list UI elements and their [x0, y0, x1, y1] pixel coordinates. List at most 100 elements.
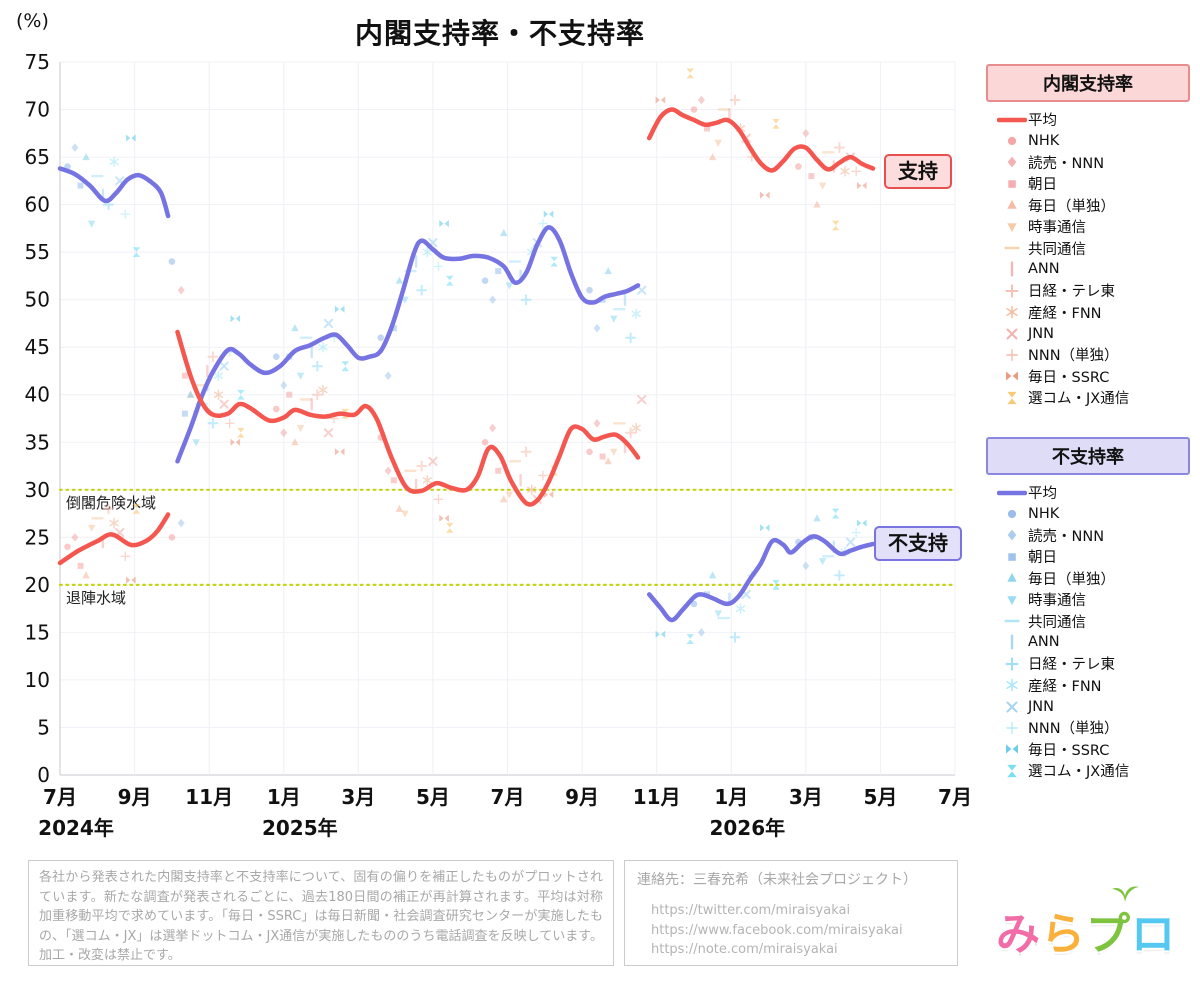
legend-item: 共同通信 [996, 237, 1190, 258]
scatter-disapproval [714, 610, 722, 618]
scatter-disapproval [416, 284, 428, 296]
average-line-approval [57, 512, 171, 566]
contact-line: 連絡先：三春充希（未来社会プロジェクト） [637, 872, 917, 888]
legend-symbol [1007, 573, 1017, 582]
y-tick-label: 35 [25, 430, 50, 454]
scatter-disapproval [550, 256, 558, 267]
legend-disapproval-items: 平均 NHK 読売・NNN 朝日 毎日（単独） 時事通信 共同通信 ANN 日経・テレ東 産経・F… [986, 475, 1190, 781]
logo-text: みらプロ [982, 898, 1190, 962]
scatter-disapproval [439, 220, 449, 228]
y-tick-label: 60 [25, 193, 50, 217]
asterisk-icon [996, 677, 1028, 693]
scatter-disapproval [445, 275, 454, 286]
scatter-approval [280, 428, 288, 438]
scatter-disapproval [489, 295, 497, 304]
average-line-approval [646, 107, 876, 173]
scatter-approval [704, 125, 710, 132]
scatter-disapproval [760, 524, 770, 532]
scatter-disapproval [177, 518, 185, 528]
logo-char: み [996, 909, 1041, 960]
scatter-approval [103, 503, 114, 515]
legend-symbol [1007, 764, 1017, 777]
legend-item-label: 読売・NNN [1028, 528, 1105, 545]
scatter-disapproval [82, 152, 90, 161]
scatter-disapproval [593, 323, 601, 333]
legend-item-label: 平均 [1028, 113, 1057, 130]
average-line-approval [175, 329, 641, 507]
scatter-disapproval [230, 315, 241, 323]
legend-symbol [1006, 744, 1018, 754]
legend-item-label: 産経・FNN [1028, 678, 1102, 695]
scatter-approval [311, 389, 323, 401]
legend-approval-title: 内閣支持率 [986, 64, 1190, 102]
legend-item-label: NNN（単独） [1028, 348, 1119, 365]
legend-item: 毎日（単独） [996, 568, 1190, 589]
legend-item-label: ANN [1028, 634, 1060, 651]
scatter-approval [224, 418, 235, 429]
scatter-approval [132, 503, 141, 514]
scatter-disapproval [219, 361, 229, 371]
scatter-approval [481, 439, 489, 446]
scatter-disapproval [505, 282, 514, 290]
scatter-approval [87, 524, 96, 532]
legend-symbol [1007, 136, 1017, 146]
scatter-approval [126, 576, 136, 584]
legend-symbol [1006, 722, 1018, 734]
legend-item-label: NHK [1028, 506, 1060, 523]
average-line-disapproval [175, 225, 641, 464]
scatter-approval [433, 494, 444, 505]
legend-item-label: JNN [1028, 325, 1054, 342]
threshold-label: 倒閣危険水域 [66, 494, 156, 512]
scatter-disapproval [708, 571, 717, 579]
plus-icon [996, 656, 1028, 672]
y-tick-label: 0 [37, 763, 50, 787]
scatter-approval [109, 517, 119, 529]
scatter-disapproval [377, 334, 385, 342]
scatter-approval [851, 166, 862, 177]
legend-item-label: 選コム・JX通信 [1028, 391, 1130, 408]
logo-char: ロ [1131, 909, 1176, 960]
scatter-approval [445, 522, 454, 533]
scatter-approval [697, 95, 705, 105]
legend-item: 朝日 [996, 546, 1190, 567]
y-tick-label: 65 [25, 145, 50, 169]
average-line-swatch [996, 486, 1028, 500]
twitter-url: https://twitter.com/miraisyakai [651, 903, 851, 918]
scatter-approval [714, 139, 722, 147]
legend-item-label: 平均 [1028, 486, 1057, 503]
scatter-disapproval [109, 156, 119, 168]
scatter-disapproval [334, 305, 345, 313]
scatter-approval [831, 220, 840, 231]
scatter-approval [520, 446, 532, 458]
legend-symbol [1007, 595, 1017, 605]
legend-item-label: 日経・テレ東 [1028, 284, 1115, 301]
y-tick-label: 55 [25, 240, 50, 264]
scatter-approval [489, 423, 497, 433]
scatter-approval [840, 166, 850, 177]
scatter-approval [181, 372, 188, 379]
legend-item-label: 日経・テレ東 [1028, 657, 1115, 674]
triangle-down-icon [996, 219, 1028, 235]
scatter-approval [416, 460, 428, 472]
x-tick-label: 9月 [118, 785, 152, 809]
scatter-disapproval [818, 558, 827, 566]
scatter-approval [729, 94, 741, 106]
contact-links: https://twitter.com/miraisyakai https://… [637, 901, 945, 960]
triangle-up-icon [996, 197, 1028, 213]
x-tick-label: 5月 [863, 785, 897, 809]
scatter-disapproval [433, 261, 444, 272]
y-tick-label: 5 [37, 716, 50, 740]
bowtie-icon [996, 741, 1028, 757]
legend-item: 朝日 [996, 173, 1190, 194]
scatter-disapproval [543, 210, 554, 218]
scatter-approval [708, 152, 717, 161]
diamond-icon [996, 527, 1028, 543]
scatter-disapproval [538, 218, 548, 229]
legend-item-label: 時事通信 [1028, 220, 1086, 237]
y-tick-label: 30 [25, 478, 50, 502]
scatter-disapproval [690, 600, 698, 608]
legend-item-label: 選コム・JX通信 [1028, 764, 1130, 781]
legend-approval: 内閣支持率 平均 NHK 読売・NNN 朝日 毎日（単独） 時事通信 共同通信 ANN 日経・テ… [986, 64, 1190, 409]
y-tick-label: 50 [25, 288, 50, 312]
